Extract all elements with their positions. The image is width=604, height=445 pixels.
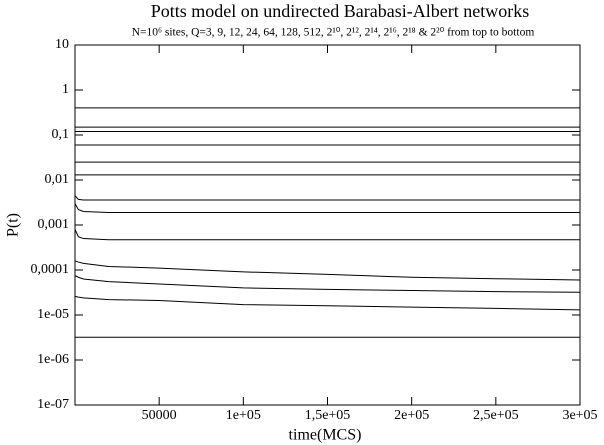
series-line (74, 295, 581, 311)
x-tick-label: 2e+05 (394, 408, 429, 423)
y-tick-label: 10 (55, 37, 69, 52)
x-tick-label: 3e+05 (562, 408, 597, 423)
series-line (74, 275, 581, 293)
series-line (74, 195, 580, 201)
x-axis-label: time(MCS) (289, 427, 362, 444)
y-axis-label: P(t) (5, 213, 22, 237)
x-tick-label: 50000 (142, 408, 177, 423)
y-tick-label: 0,01 (45, 172, 70, 187)
chart-title: Potts model on undirected Barabasi-Alber… (151, 1, 529, 21)
chart-subtitle: N=10⁶ sites, Q=3, 9, 12, 24, 64, 128, 51… (132, 27, 535, 39)
y-tick-label: 0,0001 (31, 262, 70, 277)
x-tick-label: 1e+05 (226, 408, 261, 423)
plot-frame (74, 44, 581, 406)
series-line (74, 203, 580, 213)
series-line (74, 229, 580, 241)
series-line (74, 260, 581, 281)
y-tick-label: 0,1 (52, 127, 70, 142)
y-tick-label: 1e-07 (37, 397, 69, 412)
x-tick-label: 2,5e+05 (473, 408, 519, 423)
y-tick-label: 0,001 (38, 217, 70, 232)
y-tick-label: 1 (62, 82, 69, 97)
y-tick-label: 1e-05 (37, 307, 69, 322)
x-tick-label: 1,5e+05 (305, 408, 351, 423)
y-tick-label: 1e-06 (37, 352, 69, 367)
